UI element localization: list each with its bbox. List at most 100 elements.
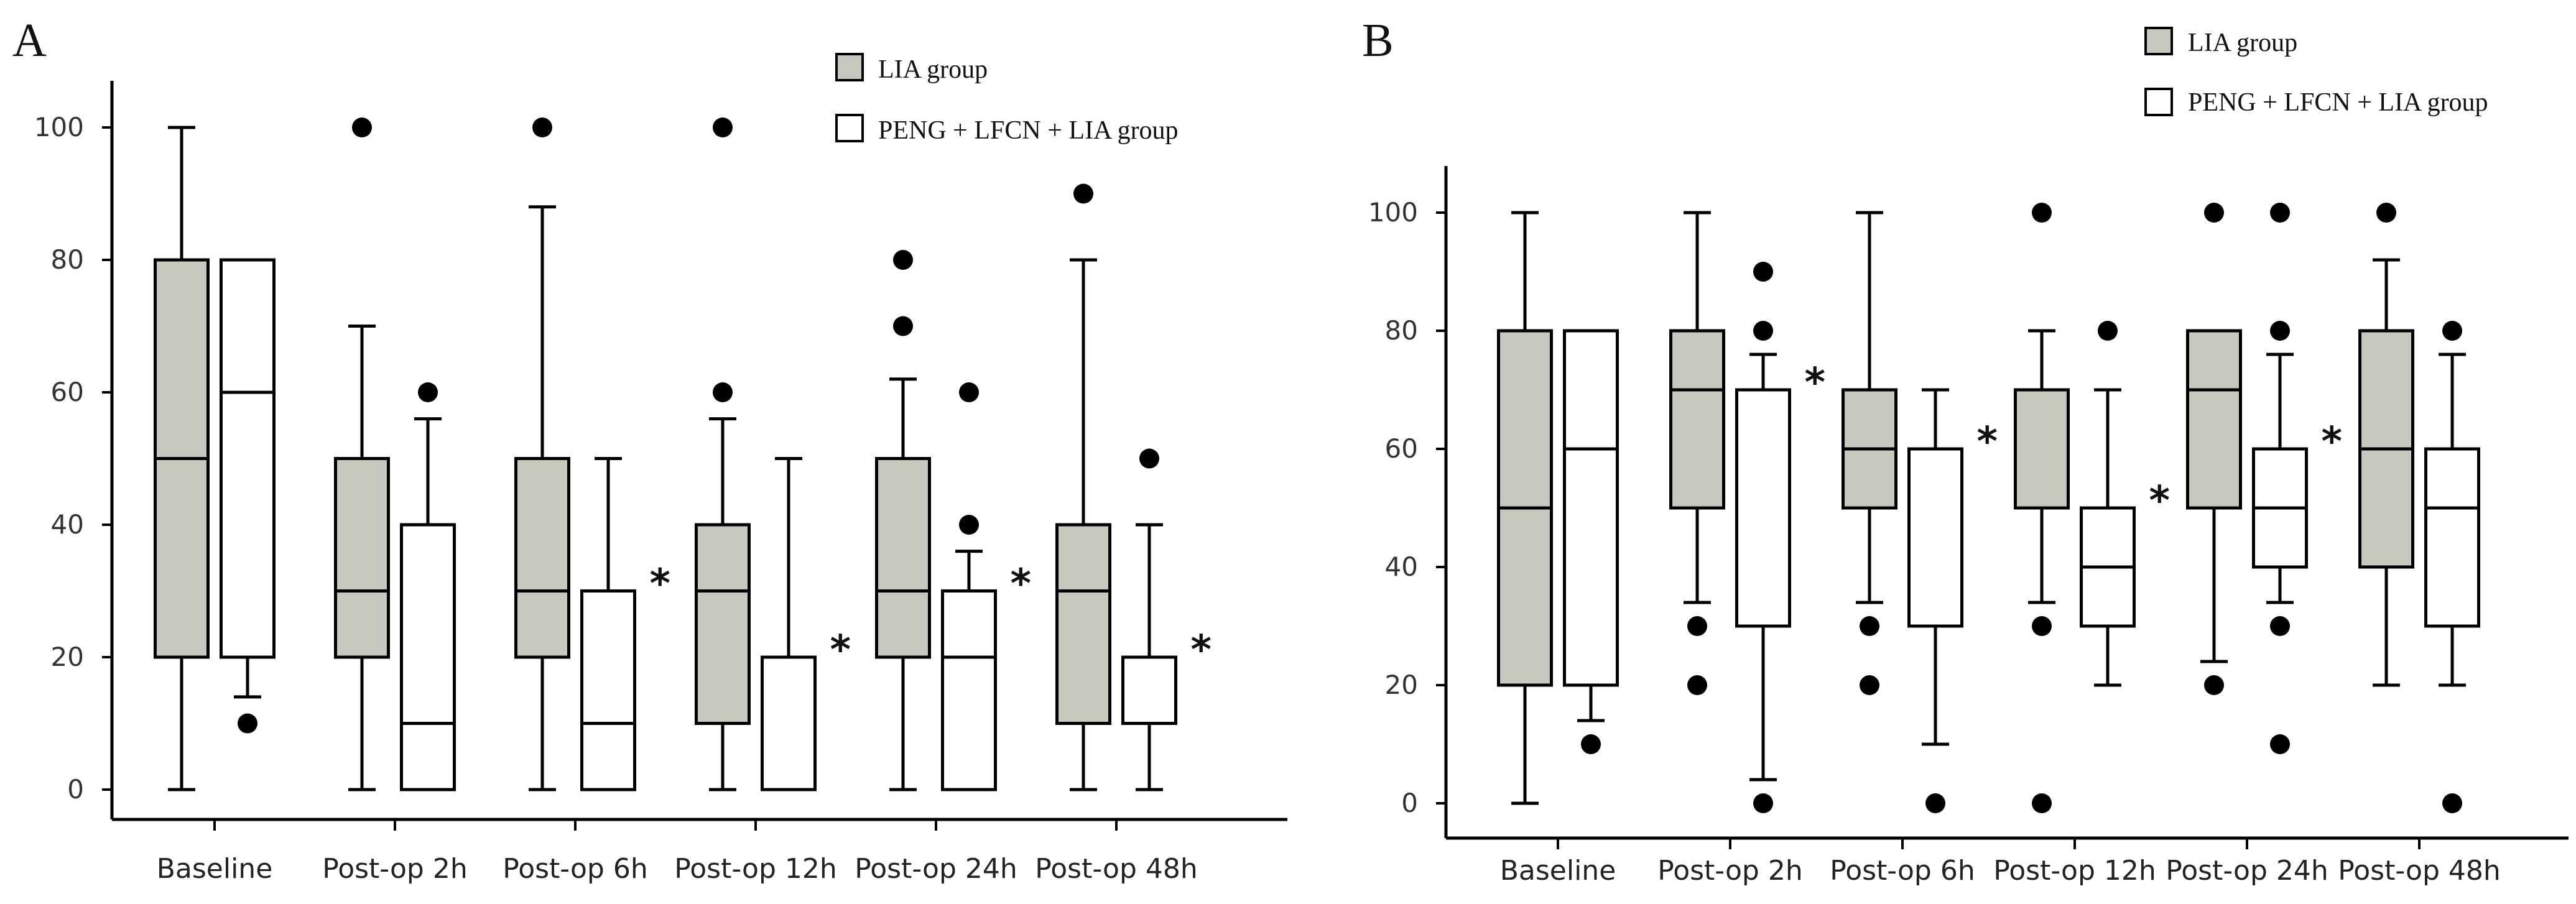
outlier-point [2204,203,2224,223]
y-tick-label-pb: 100 [1368,197,1418,228]
box-peng-pa [400,382,456,791]
outlier-point [2270,734,2290,754]
outlier-point [1581,734,1601,754]
category-label-pb: Post-op 24h [2166,855,2328,887]
box-peng-pb [1907,388,1963,813]
box-iqr [220,258,276,659]
category-label-pa: Post-op 48h [1035,853,1197,885]
y-tick-label-pb: 40 [1385,551,1418,582]
legend-label-peng-a: PENG + LFCN + LIA group [878,116,1179,145]
significance-star-pa: * [1011,561,1031,607]
outlier-point [1139,448,1159,469]
outlier-point [893,316,913,336]
y-tick-label-pa: 60 [51,377,84,407]
significance-star-pa: * [650,561,670,607]
box-lia-pb [1669,211,1725,695]
box-iqr [1121,655,1177,725]
box-iqr [334,457,390,659]
panel-b: B LIA group PENG + LFCN + LIA group 0 20 4… [1362,14,2569,887]
outlier-point [2098,321,2118,341]
significance-star-pb: * [1805,360,1825,406]
category-label-pb: Post-op 48h [2338,855,2500,887]
legend-swatch-lia-b [2144,27,2173,55]
box-iqr [1669,329,1725,510]
category-label-pb: Post-op 2h [1657,855,1802,887]
box-iqr [580,589,636,791]
y-tick-label-pa: 80 [51,244,84,275]
box-iqr [941,589,997,791]
outlier-point [713,382,733,402]
box-lia-pb [2186,203,2242,695]
outlier-point [2204,675,2224,695]
outlier-point [959,515,979,535]
outlier-point [1753,262,1773,282]
category-label-pa: Post-op 24h [855,853,1017,885]
y-tick-label-pb: 60 [1385,433,1418,464]
significance-star-pb: * [1977,419,1998,465]
significance-star-pb: * [2149,478,2170,524]
outlier-point [2032,793,2052,813]
box-iqr [1907,447,1963,628]
legend-swatch-peng-b [2144,88,2173,116]
box-iqr [1735,388,1791,628]
outlier-point [2270,321,2290,341]
panel-letter-a: A [12,14,47,67]
outlier-point [1860,675,1879,695]
y-tick-label-pa: 40 [51,509,84,540]
category-label-pb: Post-op 12h [1993,855,2156,887]
y-tick-label-pa: 100 [34,112,84,142]
outlier-point [418,382,438,402]
box-iqr [695,523,751,725]
outlier-point [1073,183,1093,204]
significance-star-pa: * [1191,627,1212,673]
panel-letter-b: B [1362,14,1394,67]
outlier-point [1925,793,1945,813]
box-lia-pa [514,118,570,791]
y-tick-label-pb: 20 [1385,670,1418,700]
outlier-point [2442,793,2462,813]
outlier-point [2032,203,2052,223]
box-lia-pb [2014,203,2070,813]
plot-area-a: 0 20 40 60 80 100 Baseline Post-op 2h Post-op 6h… [34,81,1287,885]
category-label-pa: Post-op 12h [674,853,836,885]
box-iqr [761,655,817,791]
box-iqr [875,457,931,659]
outlier-point [2270,616,2290,636]
legend-a: LIA group PENG + LFCN + LIA group [835,53,1179,145]
legend-label-peng-b: PENG + LFCN + LIA group [2188,88,2488,117]
box-lia-pa [695,118,751,791]
outlier-point [1687,616,1707,636]
box-peng-pa [1121,448,1177,791]
box-iqr [1563,329,1619,687]
box-peng-pa [580,457,636,791]
box-iqr [514,457,570,659]
box-lia-pb [1497,211,1553,805]
outlier-point [1753,321,1773,341]
box-peng-pb [2252,203,2308,754]
outlier-point [532,118,552,137]
box-peng-pa [220,258,276,734]
category-label-pb: Baseline [1500,855,1616,887]
category-label-pb: Post-op 6h [1830,855,1975,887]
outlier-point [1753,793,1773,813]
outlier-point [893,250,913,270]
panel-a: A LIA group PENG + LFCN + LIA group 0 20 4… [12,14,1287,885]
box-peng-pa [941,382,997,791]
box-iqr [400,523,456,791]
outlier-point [2270,203,2290,223]
significance-star-pa: * [830,627,851,673]
box-lia-pa [154,126,210,791]
significance-star-pb: * [2322,419,2342,465]
outlier-point [959,382,979,402]
box-lia-pb [2358,203,2414,687]
legend-b: LIA group PENG + LFCN + LIA group [2144,27,2488,117]
plot-area-b: 0 20 40 60 80 100 Baseline Post-op 2h * Post-op 6… [1368,166,2569,887]
legend-swatch-peng-a [835,114,864,142]
category-label-pa: Post-op 6h [503,853,647,885]
outlier-point [2376,203,2396,223]
category-label-pa: Baseline [157,853,273,885]
legend-label-lia-a: LIA group [878,55,988,84]
y-tick-label-pa: 0 [67,774,84,805]
box-peng-pb [2080,321,2136,687]
